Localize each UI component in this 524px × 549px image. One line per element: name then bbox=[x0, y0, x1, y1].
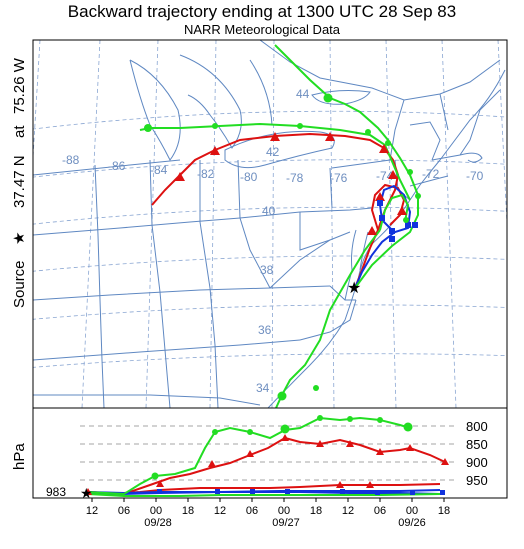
date-label: 09/28 bbox=[144, 517, 172, 529]
hour-tick-label: 12 bbox=[214, 505, 226, 517]
lon-label: -70 bbox=[466, 169, 484, 183]
date-label: 09/26 bbox=[398, 517, 426, 529]
hour-tick-label: 12 bbox=[342, 505, 354, 517]
hour-tick-label: 00 bbox=[278, 505, 290, 517]
map-markers bbox=[144, 93, 421, 401]
lon-label: -76 bbox=[330, 171, 348, 185]
lon-label: -86 bbox=[108, 159, 126, 173]
source-star-icon: ★ bbox=[80, 485, 93, 501]
lon-label: -82 bbox=[197, 167, 215, 181]
lat-label: 36 bbox=[258, 323, 272, 337]
source-star-icon: ★ bbox=[11, 232, 28, 245]
map-trajectories bbox=[139, 44, 419, 408]
lon-label: -72 bbox=[422, 167, 440, 181]
profile-markers bbox=[84, 415, 449, 495]
hour-tick-label: 00 bbox=[406, 505, 418, 517]
map-panel: -88 -86 -84 -82 -80 -78 -76 -74 -72 -70 … bbox=[33, 40, 507, 408]
lat-label: 40 bbox=[262, 204, 276, 218]
map-borders bbox=[33, 40, 506, 408]
pressure-label: 800 bbox=[466, 419, 488, 434]
pressure-label: 950 bbox=[466, 473, 488, 488]
lat-label: 42 bbox=[266, 145, 280, 159]
source-word: Source bbox=[11, 260, 28, 308]
hour-tick-label: 06 bbox=[118, 505, 130, 517]
hour-tick-label: 06 bbox=[246, 505, 258, 517]
lat-label: 34 bbox=[256, 381, 270, 395]
trajectory-green-map bbox=[274, 44, 419, 289]
chart-title: Backward trajectory ending at 1300 UTC 2… bbox=[67, 2, 457, 21]
hour-tick-label: 12 bbox=[86, 505, 98, 517]
source-star-icon: ★ bbox=[347, 280, 361, 297]
time-axis-labels: 12 06 00 18 12 06 00 18 12 06 00 18 09/2… bbox=[86, 505, 450, 529]
pressure-label: 900 bbox=[466, 455, 488, 470]
profile-green-low bbox=[87, 493, 441, 497]
map-frame bbox=[32, 39, 508, 409]
lon-label: -80 bbox=[240, 170, 258, 184]
source-location-label: Source ★ 37.47 N at 75.26 W bbox=[11, 57, 28, 308]
lon-label: -84 bbox=[150, 163, 168, 177]
chart-subtitle: NARR Meteorological Data bbox=[183, 22, 341, 37]
hour-tick-label: 18 bbox=[310, 505, 322, 517]
hour-tick-label: 06 bbox=[374, 505, 386, 517]
vertical-profiles bbox=[87, 416, 446, 497]
lon-label: -88 bbox=[62, 153, 80, 167]
trajectory-green-inner bbox=[379, 193, 410, 231]
pressure-label: 850 bbox=[466, 437, 488, 452]
graticule bbox=[33, 40, 507, 408]
pressure-axis-label: hPa bbox=[11, 443, 28, 470]
trajectory-green-south bbox=[275, 229, 381, 408]
graticule-labels: -88 -86 -84 -82 -80 -78 -76 -74 -72 -70 … bbox=[62, 87, 484, 395]
hour-tick-label: 18 bbox=[182, 505, 194, 517]
pressure-gridlines bbox=[80, 425, 455, 481]
lon-label: -74 bbox=[376, 169, 394, 183]
source-latitude: 37.47 N bbox=[11, 155, 28, 208]
hour-tick-label: 18 bbox=[438, 505, 450, 517]
start-pressure-label: 983 bbox=[46, 485, 66, 499]
source-at-word: at bbox=[11, 125, 28, 138]
date-label: 09/27 bbox=[272, 517, 300, 529]
hour-tick-label: 00 bbox=[150, 505, 162, 517]
pressure-labels: 800 850 900 950 bbox=[466, 419, 488, 488]
lat-label: 44 bbox=[296, 87, 310, 101]
source-longitude: 75.26 W bbox=[11, 57, 28, 114]
time-axis-ticks bbox=[91, 498, 445, 502]
lat-label: 38 bbox=[260, 263, 274, 277]
lon-label: -78 bbox=[286, 171, 304, 185]
